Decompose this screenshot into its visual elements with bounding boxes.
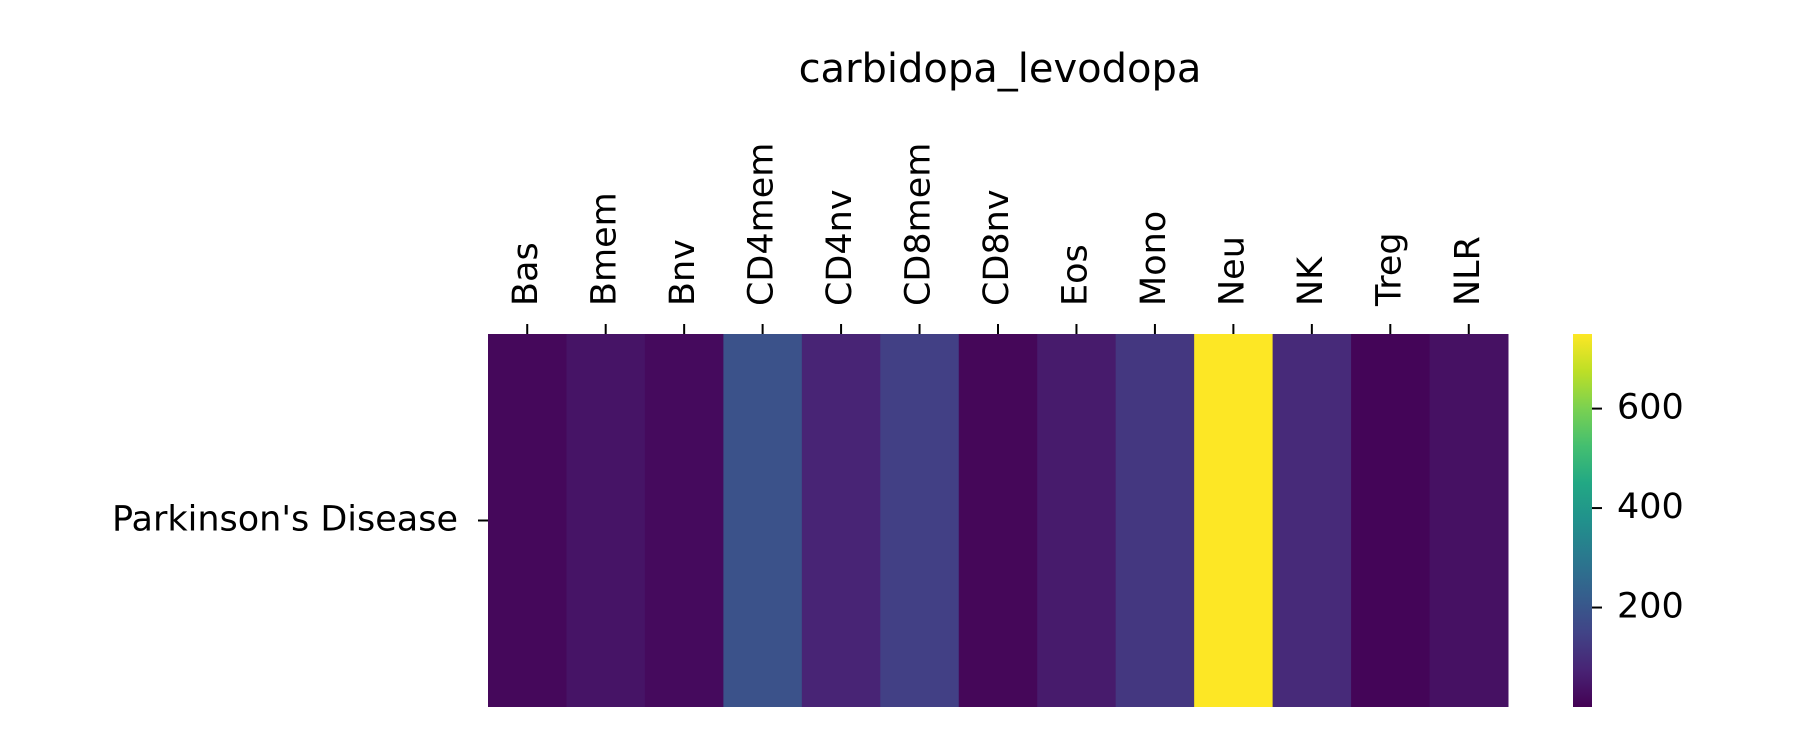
x-tick-label: Bmem [585,192,625,306]
x-tick-label: Mono [1134,211,1174,306]
heatmap-cells [488,334,1509,707]
colorbar-tick-label: 400 [1617,487,1684,527]
heatmap-cell-treg [1351,334,1431,707]
x-tick-label: CD8mem [899,143,939,306]
heatmap-cell-bnv [644,334,724,707]
y-axis-ticks: Parkinson's Disease [112,500,488,540]
x-tick-label: Eos [1055,244,1095,306]
heatmap-cell-cd8nv [958,334,1038,707]
colorbar-ticks: 200 400 600 [1592,388,1684,627]
heatmap-cell-cd8mem [880,334,960,707]
heatmap-cell-eos [1037,334,1117,707]
x-tick-label: CD4mem [742,143,782,306]
y-tick-label: Parkinson's Disease [112,500,458,540]
heatmap-cell-bmem [566,334,646,707]
x-tick-label: CD4nv [820,189,860,306]
x-tick-label: Bnv [663,239,703,306]
x-tick-label: CD8nv [977,189,1017,306]
colorbar-tick-label: 200 [1617,587,1684,627]
heatmap-cell-bas [488,334,567,707]
chart-title: carbidopa_levodopa [799,46,1202,92]
x-tick-label: Treg [1369,232,1409,307]
heatmap-cell-cd4mem [723,334,803,707]
x-axis-ticks: Bas Bmem Bnv CD4mem CD4nv CD8mem CD8nv Eos Mono N… [506,143,1488,334]
heatmap-cell-cd4nv [801,334,881,707]
colorbar [1573,334,1592,707]
heatmap-cell-neu [1194,334,1274,707]
x-tick-label: Neu [1212,236,1252,306]
x-tick-label: NLR [1448,236,1488,306]
heatmap-cell-nlr [1429,334,1509,707]
colorbar-tick-label: 600 [1617,388,1684,428]
x-tick-label: NK [1291,256,1331,306]
heatmap-cell-nk [1272,334,1352,707]
heatmap-cell-mono [1115,334,1195,707]
x-tick-label: Bas [506,242,546,306]
